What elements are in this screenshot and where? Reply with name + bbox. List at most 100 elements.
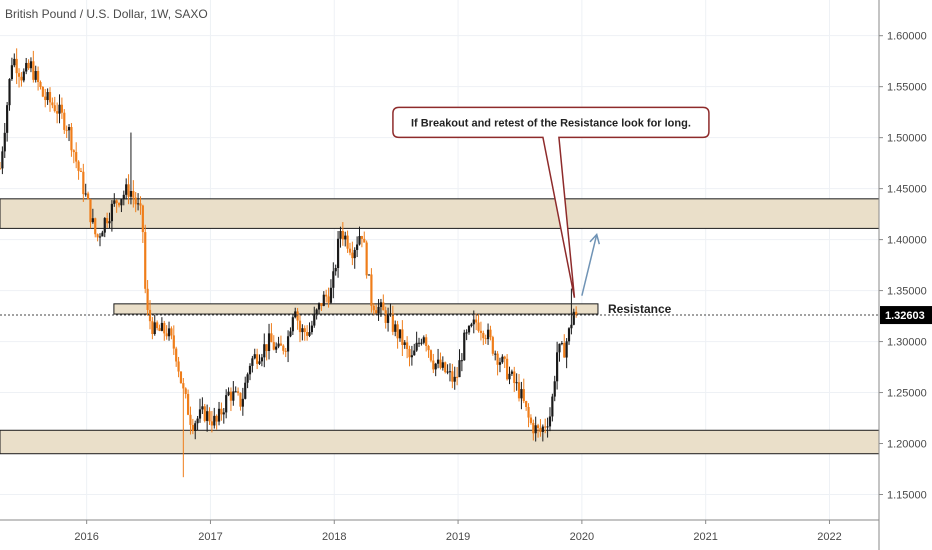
candle-body — [215, 415, 218, 422]
candle-body — [317, 303, 321, 310]
candle-body — [198, 409, 202, 419]
candle-body — [494, 353, 497, 355]
candle-body — [41, 86, 44, 97]
candle-body — [158, 328, 161, 331]
candle-body — [270, 333, 273, 343]
candle-body — [148, 309, 152, 322]
candle-body — [456, 376, 459, 378]
candle-body — [448, 371, 452, 373]
price-axis[interactable]: 1.15000 1.20000 1.25000 1.30000 1.35000 1.400… — [879, 31, 927, 502]
candle-body — [567, 328, 571, 342]
candle-body — [32, 61, 35, 80]
candle-body — [425, 337, 428, 347]
candle-body — [125, 184, 128, 195]
candle-body — [160, 322, 163, 331]
candle-body — [151, 321, 154, 334]
candle-body — [227, 391, 230, 396]
candle-body — [6, 105, 9, 133]
candle-body — [106, 218, 109, 224]
candle-body — [103, 218, 106, 233]
candle-body — [427, 346, 430, 351]
time-axis[interactable]: 2016 2017 2018 2019 2020 2021 2022 — [74, 520, 842, 543]
x-tick-label: 2019 — [446, 531, 470, 543]
candle-body — [520, 389, 523, 399]
y-tick-label: 1.40000 — [887, 235, 927, 247]
candle-body — [165, 333, 168, 337]
candle-body — [217, 408, 221, 422]
candle-body — [186, 393, 190, 415]
candle-body — [370, 274, 373, 306]
candle-body — [144, 232, 147, 289]
candle-body — [182, 383, 185, 389]
candle-body — [327, 296, 330, 303]
candle-body — [248, 365, 252, 375]
candle-body — [244, 382, 247, 399]
candle-body — [406, 342, 409, 350]
zone-rect — [0, 198, 880, 229]
candle-body — [296, 311, 299, 321]
current-price-label: 1.32603 — [880, 306, 932, 325]
candle-body — [498, 362, 502, 365]
candle-body — [25, 62, 28, 72]
candle-body — [129, 191, 133, 197]
candle-body — [163, 322, 166, 334]
candle-body — [115, 200, 118, 203]
candle-body — [56, 111, 59, 114]
candle-body — [539, 428, 542, 433]
candle-body — [294, 311, 297, 318]
annotation-callout: Resistance If Breakout and retest of the … — [392, 106, 710, 316]
candle-body — [232, 391, 235, 401]
candle-body — [286, 336, 290, 352]
candle-body — [451, 371, 454, 382]
candle-body — [360, 236, 363, 239]
candle-body — [91, 218, 94, 223]
candle-body — [20, 76, 23, 81]
candle-body — [67, 127, 71, 131]
candle-body — [420, 342, 423, 344]
candle-body — [17, 73, 21, 77]
candle-body — [101, 232, 104, 237]
candle-body — [51, 102, 54, 106]
x-tick-label: 2020 — [570, 531, 594, 543]
candle-body — [122, 194, 125, 200]
candle-body — [344, 235, 347, 240]
candle-body — [334, 268, 337, 272]
candle-body — [39, 82, 42, 87]
candle-body — [470, 324, 473, 327]
candle-body — [367, 274, 371, 276]
candle-body — [529, 417, 533, 423]
candle-body — [467, 326, 471, 333]
zone-rect — [0, 429, 880, 455]
candle-body — [351, 252, 354, 259]
candle-body — [415, 342, 418, 351]
candle-body — [175, 348, 178, 362]
candle-body — [398, 329, 402, 339]
candle-body — [94, 218, 97, 235]
candle-body — [136, 203, 140, 205]
candle-body — [172, 335, 175, 349]
y-tick-label: 1.20000 — [887, 439, 927, 451]
candle-body — [275, 346, 278, 350]
candle-body — [196, 418, 199, 424]
candle-body — [382, 302, 385, 311]
resistance-label: Resistance — [608, 302, 672, 316]
candle-body — [572, 311, 575, 325]
candle-body — [213, 415, 216, 426]
candle-body — [306, 332, 309, 336]
candle-body — [177, 361, 180, 372]
candle-body — [422, 337, 425, 343]
candle-body — [403, 342, 406, 345]
candle-body — [377, 306, 380, 314]
candle-body — [444, 362, 447, 373]
candle-body — [453, 376, 456, 382]
y-tick-label: 1.50000 — [887, 133, 927, 145]
candle-body — [548, 416, 552, 427]
candle-body — [253, 354, 256, 359]
candle-body — [353, 249, 356, 259]
candle-body — [303, 328, 306, 333]
candle-body — [263, 344, 266, 358]
candle-body — [408, 349, 411, 358]
candle-body — [489, 329, 492, 338]
candle-body — [310, 325, 313, 333]
candle-body — [372, 305, 375, 311]
